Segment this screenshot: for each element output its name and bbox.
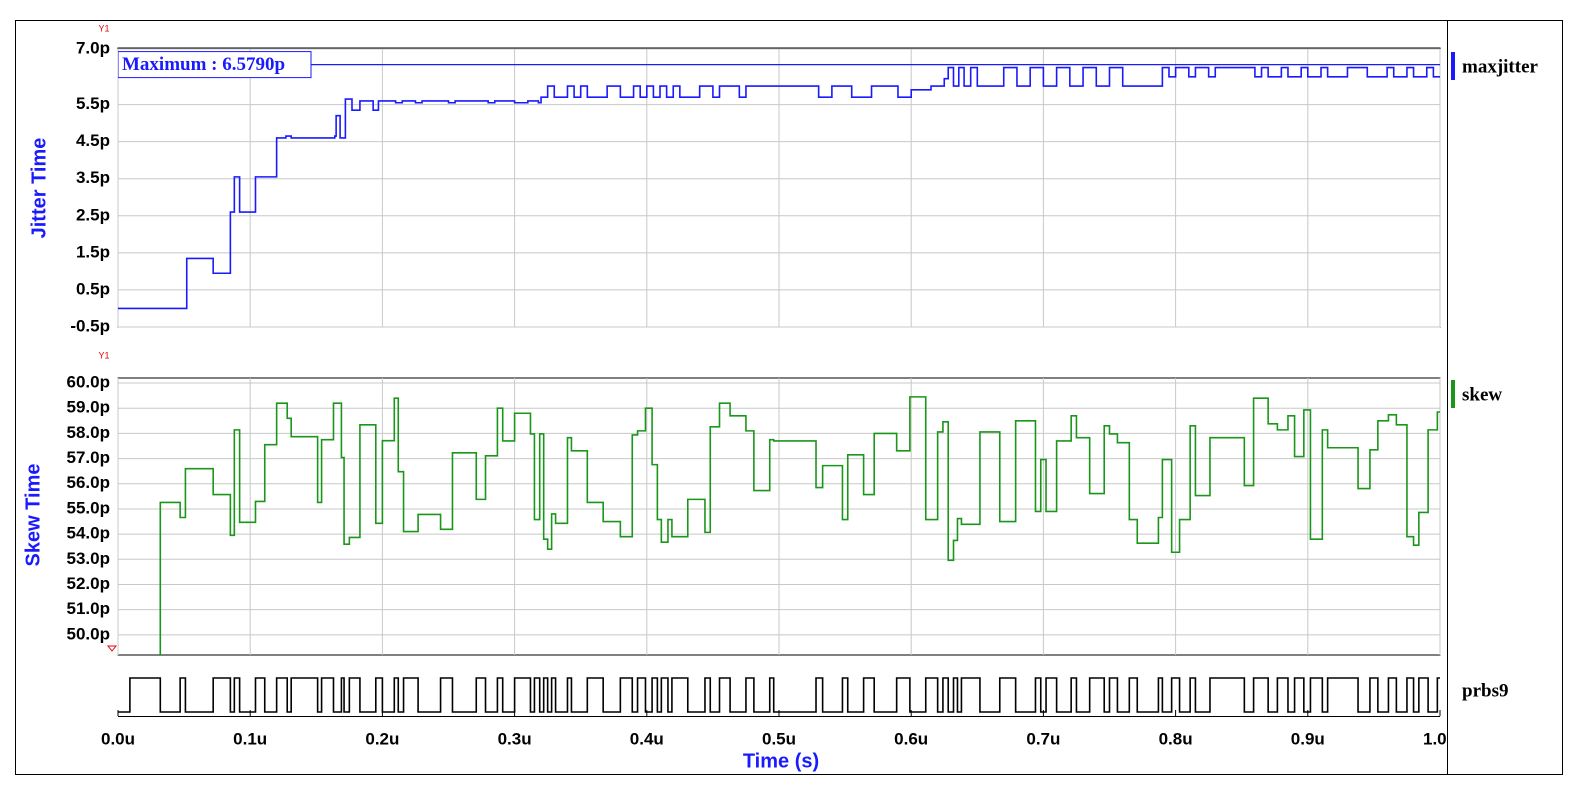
y-tick-label: -0.5p bbox=[70, 316, 110, 335]
x-tick-label: 0.0u bbox=[101, 729, 135, 748]
scroll-marker bbox=[106, 645, 118, 652]
x-tick-label: 0.3u bbox=[498, 729, 532, 748]
x-tick-labels: 0.0u 0.1u 0.2u 0.3u 0.4u 0.5u 0.6u 0.7u 0.8u 0.9u… bbox=[101, 729, 1457, 748]
legend-label: skew bbox=[1462, 384, 1502, 405]
plot-area bbox=[159, 396, 1440, 655]
y-axis-title: Jitter Time bbox=[28, 138, 50, 239]
y-tick-label: 2.5p bbox=[76, 205, 110, 224]
y-tick-label: 53.0p bbox=[67, 549, 110, 568]
axis-tag: Y1 bbox=[98, 350, 109, 360]
y-tick-label: 57.0p bbox=[67, 448, 110, 467]
y-tick-label: 55.0p bbox=[67, 498, 110, 517]
legend-swatch bbox=[1451, 380, 1455, 408]
x-tick-label: 0.1u bbox=[233, 729, 267, 748]
y-tick-label: 59.0p bbox=[67, 398, 110, 417]
y-axis-title: Skew Time bbox=[22, 463, 44, 566]
x-tick-label: 0.7u bbox=[1026, 729, 1060, 748]
x-axis-title: Time (s) bbox=[743, 750, 819, 772]
y-tick-label: 54.0p bbox=[67, 524, 110, 543]
y-tick-label: 52.0p bbox=[67, 574, 110, 593]
y-tick-label: 3.5p bbox=[76, 168, 110, 187]
y-tick-label: 58.0p bbox=[67, 423, 110, 442]
x-tick-label: 0.4u bbox=[630, 729, 664, 748]
outer-frame bbox=[15, 20, 1563, 775]
legend-label: prbs9 bbox=[1462, 680, 1508, 701]
y-tick-label: 5.5p bbox=[76, 94, 110, 113]
x-tick-label: 0.6u bbox=[894, 729, 928, 748]
legend-label: maxjitter bbox=[1462, 56, 1539, 77]
y-tick-label: 0.5p bbox=[76, 279, 110, 298]
y-tick-label: 60.0p bbox=[67, 373, 110, 392]
x-tick-label: 0.2u bbox=[365, 729, 399, 748]
y-tick-label: 7.0p bbox=[76, 38, 110, 57]
legend-swatch bbox=[1451, 52, 1455, 80]
y-tick-label: 51.0p bbox=[67, 599, 110, 618]
series-line bbox=[118, 66, 1440, 310]
x-tick-label: 1.0u bbox=[1423, 729, 1457, 748]
y-tick-label: 4.5p bbox=[76, 131, 110, 150]
series-line bbox=[159, 396, 1440, 655]
axis-tag: Y1 bbox=[98, 23, 109, 33]
x-tick-label: 0.5u bbox=[762, 729, 796, 748]
x-tick-label: 0.9u bbox=[1291, 729, 1325, 748]
y-tick-label: 1.5p bbox=[76, 242, 110, 261]
plot-area bbox=[118, 677, 1440, 713]
series-line bbox=[118, 677, 1440, 713]
max-marker-label: Maximum : 6.5790p bbox=[122, 54, 285, 75]
y-tick-label: 56.0p bbox=[67, 473, 110, 492]
plot-area: Maximum : 6.5790p bbox=[118, 51, 1440, 310]
x-tick-label: 0.8u bbox=[1159, 729, 1193, 748]
y-tick-label: 50.0p bbox=[67, 624, 110, 643]
max-marker-box bbox=[118, 51, 312, 79]
